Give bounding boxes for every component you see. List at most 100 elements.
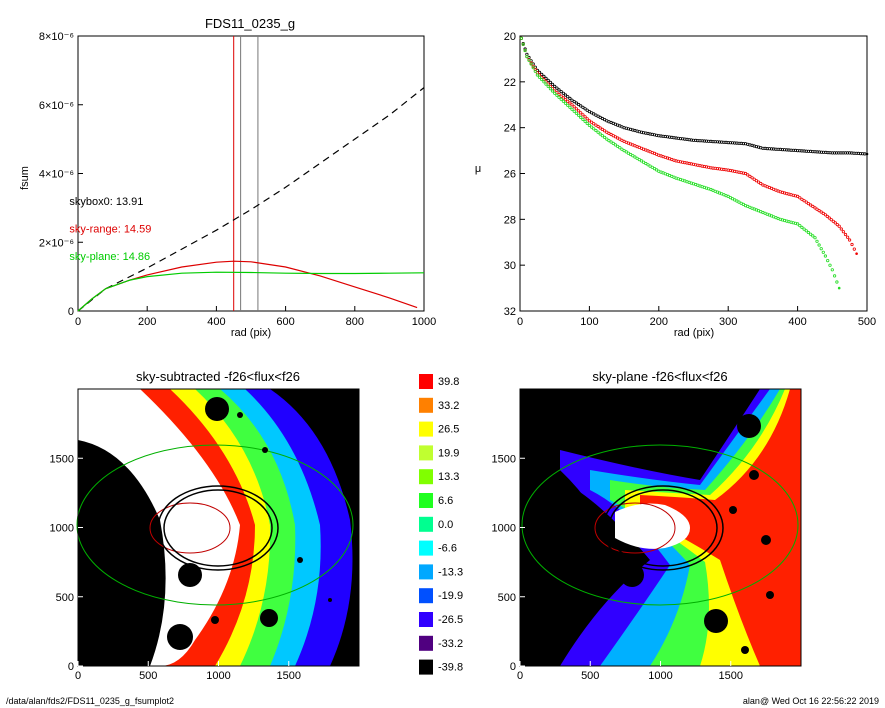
- profile-point: [592, 122, 596, 126]
- profile-point: [563, 93, 568, 97]
- profile-point: [819, 247, 823, 251]
- colorbar-swatch: [419, 397, 433, 413]
- profile-plot-ylabel: μ: [475, 163, 481, 175]
- y-tick-label: 0: [68, 306, 74, 318]
- profile-point: [622, 149, 626, 153]
- inner-ellipse: [149, 502, 231, 554]
- profile-point: [544, 82, 548, 86]
- x-tick-label: 500: [858, 316, 876, 328]
- y-tick-label: 0: [68, 661, 74, 673]
- fsum-plot: FDS11_0235_g 0 200 400 600 800 1000 0 2×10⁻⁶ 4×1…: [19, 16, 436, 339]
- profile-point: [798, 196, 802, 200]
- x-tick-label: 200: [650, 316, 668, 328]
- x-tick-label: 800: [346, 316, 364, 328]
- profile-point: [847, 238, 852, 242]
- y-tick-label: 2×10⁻⁶: [39, 237, 74, 249]
- profile-point: [533, 69, 537, 73]
- profile-point: [576, 109, 581, 113]
- profile-point: [837, 286, 841, 290]
- sky-plane-core: [615, 503, 690, 549]
- profile-point: [568, 101, 572, 105]
- profile-point: [566, 99, 570, 103]
- profile-point: [546, 84, 550, 89]
- profile-point: [865, 152, 869, 156]
- x-tick-label: 0: [75, 316, 81, 328]
- colorbar-swatch: [419, 516, 433, 532]
- profile-point: [850, 242, 854, 247]
- profile-point: [589, 120, 594, 124]
- profile-point: [566, 103, 570, 107]
- x-tick-label: 600: [276, 316, 294, 328]
- profile-point: [581, 113, 585, 117]
- profile-point: [633, 155, 637, 159]
- profile-point: [570, 98, 574, 102]
- profile-point: [550, 82, 555, 87]
- profile-point: [615, 144, 620, 148]
- profile-point: [813, 236, 817, 240]
- profile-point: [611, 141, 615, 145]
- profile-point: [576, 102, 581, 107]
- profile-point: [815, 207, 819, 211]
- masked-galaxy: [78, 440, 166, 666]
- colorbar-label: 0.0: [438, 519, 453, 531]
- profile-point: [823, 213, 828, 217]
- profile-point: [550, 89, 555, 93]
- profile-point: [548, 80, 553, 85]
- profile-point: [587, 119, 592, 123]
- profile-point: [548, 87, 553, 91]
- profile-point: [806, 230, 811, 235]
- profile-point: [795, 222, 800, 226]
- y-tick-label: 28: [504, 214, 516, 226]
- profile-point: [863, 152, 867, 156]
- x-tick-label: 400: [788, 316, 806, 328]
- profile-point: [811, 234, 815, 238]
- y-tick-label: 6×10⁻⁶: [39, 100, 74, 112]
- profile-point: [585, 121, 589, 126]
- profile-point: [525, 54, 529, 59]
- profile-point: [635, 156, 639, 160]
- profile-point: [559, 90, 563, 94]
- profile-point: [585, 117, 589, 121]
- profile-point: [654, 168, 659, 172]
- profile-point: [531, 66, 535, 70]
- profile-point: [568, 105, 572, 109]
- profile-point: [650, 165, 654, 169]
- profile-point: [826, 258, 830, 263]
- profile-point: [605, 137, 609, 141]
- profile-point: [833, 221, 837, 225]
- profile-point: [828, 263, 832, 267]
- x-tick-label: 1500: [719, 670, 743, 682]
- profile-point: [572, 109, 576, 113]
- profile-point: [602, 129, 607, 133]
- colorbar-swatch: [419, 564, 433, 580]
- profile-point: [600, 127, 605, 131]
- colorbar-label: -39.8: [438, 662, 463, 674]
- profile-point: [559, 97, 563, 101]
- y-tick-label: 500: [56, 592, 74, 604]
- colorbar-label: 19.9: [438, 447, 459, 459]
- profile-point: [806, 202, 811, 206]
- colorbar-swatch: [419, 659, 433, 675]
- profile-point: [553, 91, 557, 95]
- fsum-plot-ylabel: fsum: [19, 166, 31, 190]
- sky-plane-title: sky-plane -f26<flux<f26: [592, 369, 727, 384]
- profile-point: [542, 80, 546, 84]
- profile-point: [535, 73, 540, 77]
- profile-point: [798, 224, 802, 228]
- profile-point: [537, 75, 542, 79]
- y-tick-label: 1500: [492, 453, 516, 465]
- profile-point: [626, 151, 631, 155]
- profile-point: [523, 48, 527, 53]
- profile-point: [845, 235, 850, 239]
- profile-point: [620, 147, 624, 151]
- profile-point: [555, 86, 559, 90]
- profile-point: [743, 171, 748, 176]
- profile-point: [581, 105, 585, 109]
- sky-subtracted-image-area: [76, 389, 359, 666]
- fsum-plot-frame: [77, 35, 425, 312]
- profile-point: [531, 64, 535, 68]
- profile-point: [752, 177, 756, 181]
- x-tick-label: 400: [207, 316, 225, 328]
- colorbar-swatch: [419, 445, 433, 461]
- sky-annotation: sky-plane: 14.86: [69, 251, 150, 263]
